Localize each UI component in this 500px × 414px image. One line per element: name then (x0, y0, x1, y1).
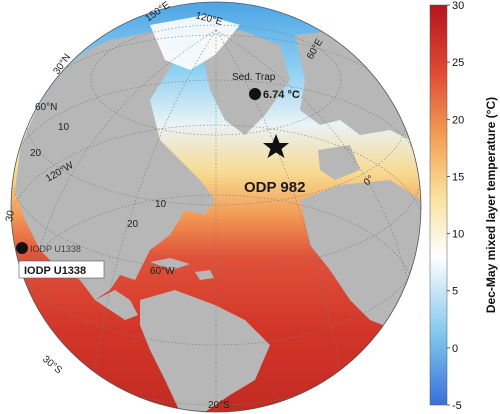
star-icon (263, 134, 289, 158)
land-south-america (140, 290, 270, 412)
colorbar-tick-label: 15 (452, 171, 464, 183)
land-arctic-ice (150, 15, 240, 70)
grid-label-60w: 60°W (150, 266, 175, 277)
colorbar-title: Dec-May mixed layer temperature (°C) (484, 97, 498, 313)
iodp-u1338-label: IODP U1338 (24, 265, 86, 277)
sed-trap-value: 6.74 °C (263, 89, 300, 101)
site-iodp-u1338: IODP U1338 IODP U1338 (16, 242, 105, 279)
colorbar-tick-label: 30 (452, 0, 464, 12)
colorbar-tick-label: 10 (452, 229, 464, 241)
colorbar-tick-label: 0 (452, 343, 458, 355)
colorbar-tick-label: 5 (452, 286, 458, 298)
colorbar-tick-label: 25 (452, 57, 464, 69)
grid-label-60n: 60°N (35, 102, 57, 113)
colorbar-tick-label: 20 (452, 114, 464, 126)
colorbar-tick-label: -5 (452, 400, 462, 412)
grid-label-20-west: 20 (30, 148, 42, 159)
land-central-america (95, 290, 138, 320)
sed-trap-label: Sed. Trap (232, 72, 276, 83)
globe (11, 2, 421, 412)
grid-label-10-mid: 10 (155, 199, 167, 210)
odp-982-label: ODP 982 (244, 179, 305, 196)
iodp-u1338-label-box (18, 260, 105, 279)
iodp-u1338-faint-label: IODP U1338 (30, 244, 81, 254)
grid-label-30s: 30°S (40, 354, 64, 377)
colorbar-ticks: 30 25 20 15 10 5 0 -5 (447, 0, 464, 412)
colorbar-bar (429, 4, 448, 406)
globe-outline (10, 1, 422, 413)
grid-label-20-mid: 20 (127, 219, 139, 230)
iodp-u1338-dot (16, 242, 28, 254)
land-caribbean-islands (150, 258, 214, 280)
land-africa (300, 180, 421, 330)
grid-label-30-side: 30 (4, 209, 17, 222)
land-greenland (200, 30, 290, 135)
land-europe (295, 30, 410, 140)
land-iberia (318, 145, 360, 180)
land-north-america (15, 30, 215, 300)
colorbar: 30 25 20 15 10 5 0 -5 Dec-May mixed layer tempe… (429, 0, 498, 412)
grid-label-20s: 20°S (208, 400, 230, 411)
sed-trap-dot (249, 88, 261, 100)
site-odp-982: ODP 982 (244, 134, 305, 196)
site-sed-trap: Sed. Trap 6.74 °C (232, 72, 300, 101)
grid-label-10-west: 10 (58, 122, 70, 133)
